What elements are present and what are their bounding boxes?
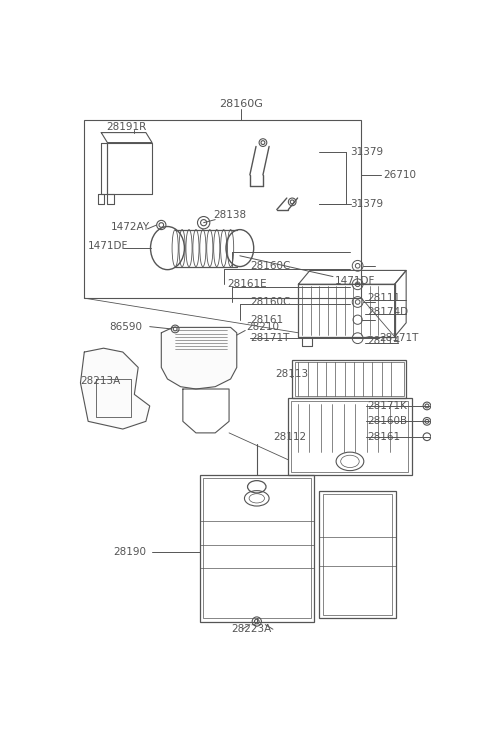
Text: 28174D: 28174D <box>368 307 409 317</box>
Text: 31379: 31379 <box>350 199 383 209</box>
Text: 1472AY: 1472AY <box>111 223 150 232</box>
Bar <box>295 362 404 396</box>
Bar <box>323 494 392 614</box>
Text: 28112: 28112 <box>273 432 306 441</box>
Text: 28191R: 28191R <box>106 123 146 132</box>
Text: 28160C: 28160C <box>250 297 290 307</box>
Bar <box>288 399 411 475</box>
Text: 28114: 28114 <box>368 336 401 346</box>
Text: 28171K: 28171K <box>368 401 408 411</box>
Bar <box>291 402 408 472</box>
Text: 28223A: 28223A <box>231 624 272 634</box>
Text: 28161E: 28161E <box>227 279 266 290</box>
Text: 28160G: 28160G <box>219 99 263 109</box>
Text: 28138: 28138 <box>214 210 247 220</box>
Polygon shape <box>161 327 237 389</box>
Bar <box>292 359 406 399</box>
Text: 31379: 31379 <box>350 147 383 157</box>
Bar <box>84 120 361 298</box>
Text: 28190: 28190 <box>114 547 146 557</box>
Text: 28171T: 28171T <box>250 333 289 343</box>
Text: 28111: 28111 <box>368 293 401 303</box>
Text: 28160C: 28160C <box>250 261 290 271</box>
Bar <box>319 490 396 617</box>
Text: 28113: 28113 <box>275 368 308 378</box>
Bar <box>203 478 311 618</box>
Polygon shape <box>81 348 150 429</box>
Text: 28210: 28210 <box>246 323 279 332</box>
Text: 28161: 28161 <box>368 432 401 441</box>
Bar <box>200 475 314 622</box>
Text: 28171T: 28171T <box>379 333 419 343</box>
Text: 1471DF: 1471DF <box>335 276 375 287</box>
Text: 1471DF: 1471DF <box>88 241 129 250</box>
Text: 28161: 28161 <box>250 314 283 325</box>
Text: 28213A: 28213A <box>81 376 120 387</box>
Text: 28160B: 28160B <box>368 417 408 426</box>
Text: 86590: 86590 <box>109 322 142 332</box>
Text: 26710: 26710 <box>383 170 416 180</box>
